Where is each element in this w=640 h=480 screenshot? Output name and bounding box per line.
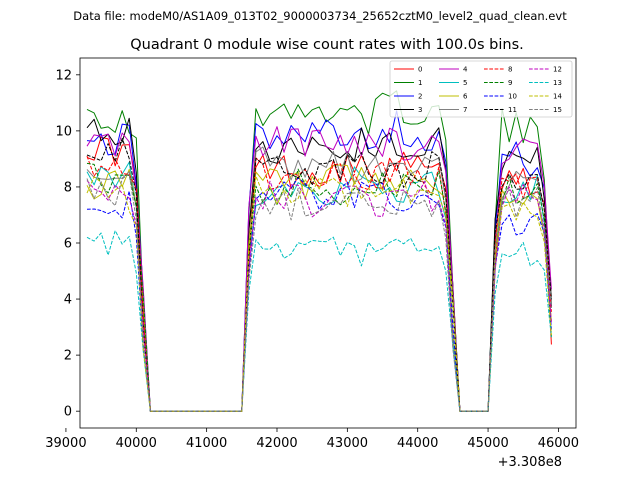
x-tick-label: 45000 — [467, 436, 508, 451]
legend-label-6: 6 — [463, 93, 468, 101]
series-line-3 — [86, 117, 552, 412]
legend-label-1: 1 — [418, 79, 422, 87]
legend-label-10: 10 — [508, 93, 517, 101]
legend-label-11: 11 — [508, 106, 517, 114]
series-line-8 — [86, 155, 552, 412]
legend-label-4: 4 — [463, 66, 468, 74]
series-lines — [86, 90, 552, 412]
legend-label-2: 2 — [418, 93, 422, 101]
x-tick-label: 42000 — [256, 436, 297, 451]
legend-label-0: 0 — [418, 66, 422, 74]
series-line-0 — [86, 136, 552, 412]
x-axis-ticks: 39000 40000 41000 42000 43000 44000 45000 46000 — [45, 428, 579, 451]
x-tick-label: 44000 — [397, 436, 438, 451]
y-tick-label: 8 — [64, 180, 72, 195]
legend-label-14: 14 — [553, 93, 562, 101]
legend-label-15: 15 — [553, 106, 562, 114]
x-tick-label: 46000 — [538, 436, 579, 451]
legend-label-13: 13 — [553, 79, 562, 87]
y-tick-label: 6 — [64, 237, 72, 252]
y-tick-label: 0 — [64, 405, 72, 420]
x-tick-label: 43000 — [327, 436, 368, 451]
y-tick-label: 12 — [55, 68, 72, 83]
legend-label-8: 8 — [508, 66, 512, 74]
y-tick-label: 2 — [64, 349, 72, 364]
legend-box — [389, 60, 573, 118]
series-line-14 — [86, 175, 552, 412]
series-line-11 — [86, 137, 552, 412]
x-tick-label: 40000 — [116, 436, 157, 451]
y-tick-label: 4 — [64, 293, 72, 308]
series-line-4 — [86, 126, 552, 412]
chart-title: Quadrant 0 module wise count rates with … — [130, 37, 524, 53]
legend-label-12: 12 — [553, 66, 562, 74]
series-line-12 — [86, 180, 552, 412]
y-tick-label: 10 — [55, 124, 72, 139]
series-line-2 — [86, 110, 552, 412]
figure-suptitle: Data file: modeM0/AS1A09_013T02_90000037… — [73, 9, 567, 23]
legend-label-7: 7 — [463, 106, 467, 114]
x-tick-label: 41000 — [186, 436, 227, 451]
series-line-5 — [86, 161, 552, 412]
series-line-15 — [86, 173, 552, 412]
x-tick-label: 39000 — [45, 436, 86, 451]
series-line-13 — [86, 230, 552, 412]
x-axis-offset-label: +3.308e8 — [498, 455, 562, 470]
legend-label-9: 9 — [508, 79, 512, 87]
y-axis-ticks: 0 2 4 6 8 10 12 — [55, 68, 80, 420]
legend-label-5: 5 — [463, 79, 467, 87]
legend-label-3: 3 — [418, 106, 422, 114]
series-line-6 — [86, 164, 552, 412]
series-line-1 — [86, 90, 552, 412]
series-line-10 — [86, 177, 552, 412]
